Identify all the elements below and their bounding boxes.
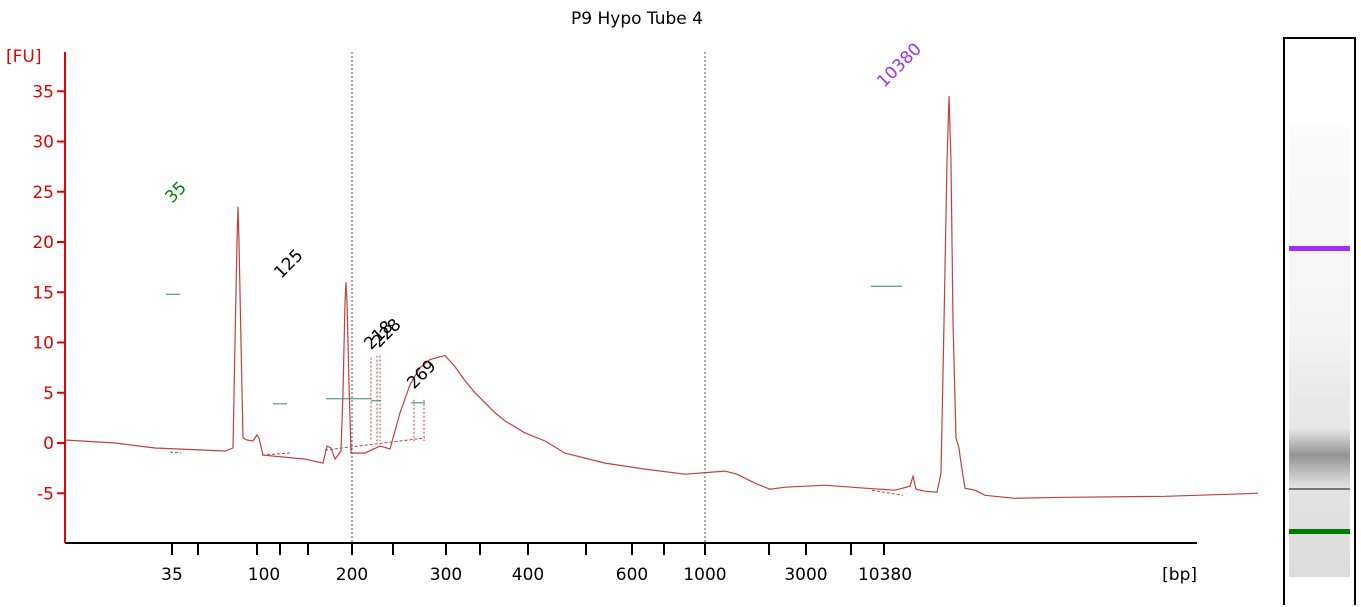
peak-baseline bbox=[871, 489, 904, 496]
x-tick-label: 200 bbox=[336, 565, 368, 585]
y-tick-label: 35 bbox=[32, 82, 54, 102]
upper-marker-band bbox=[1289, 246, 1350, 251]
y-tick-label: 20 bbox=[32, 233, 54, 253]
peak-baseline bbox=[324, 437, 426, 451]
x-axis-ticks: 35 100 200 300 400 600 1000 3000 10380 [bp] bbox=[161, 543, 1197, 585]
x-tick-label: 400 bbox=[512, 565, 544, 585]
sample-band bbox=[1289, 488, 1350, 490]
x-tick-label: 1000 bbox=[683, 565, 726, 585]
electropherogram-chart: P9 Hypo Tube 4 [FU] 35 30 25 20 15 10 5 0 -5 35 1… bbox=[6, 9, 1259, 585]
x-tick-label: 10380 bbox=[858, 565, 912, 585]
y-tick-label: 0 bbox=[43, 434, 54, 454]
trace-group bbox=[64, 96, 1259, 499]
y-tick-label: 15 bbox=[32, 283, 54, 303]
grid-lines bbox=[351, 52, 706, 543]
x-tick-label: 100 bbox=[248, 565, 280, 585]
x-tick-label: 300 bbox=[430, 565, 462, 585]
x-tick-label: 3000 bbox=[784, 565, 827, 585]
peak-baseline bbox=[169, 451, 182, 454]
peak-label-10380: 10380 bbox=[873, 39, 925, 91]
signal-trace bbox=[64, 96, 1259, 499]
lower-marker-band bbox=[1289, 529, 1350, 534]
y-axis-label: [FU] bbox=[6, 47, 42, 67]
y-tick-label: -5 bbox=[37, 484, 54, 504]
peak-label-35: 35 bbox=[161, 178, 190, 207]
y-axis-ticks: 35 30 25 20 15 10 5 0 -5 bbox=[32, 82, 65, 504]
y-tick-label: 25 bbox=[32, 183, 54, 203]
x-axis-label: [bp] bbox=[1162, 565, 1197, 585]
y-tick-label: 5 bbox=[43, 384, 54, 404]
peak-baseline bbox=[261, 452, 291, 456]
y-tick-label: 30 bbox=[32, 133, 54, 153]
x-tick-label: 35 bbox=[161, 565, 183, 585]
chart-title: P9 Hypo Tube 4 bbox=[571, 9, 703, 29]
axes bbox=[64, 52, 1197, 544]
y-tick-label: 10 bbox=[32, 334, 54, 354]
peak-label-125: 125 bbox=[270, 246, 307, 283]
x-tick-label: 600 bbox=[616, 565, 648, 585]
gel-lane-image bbox=[1283, 37, 1356, 605]
gel-smear bbox=[1289, 429, 1350, 487]
gel-lane-background bbox=[1289, 127, 1350, 577]
